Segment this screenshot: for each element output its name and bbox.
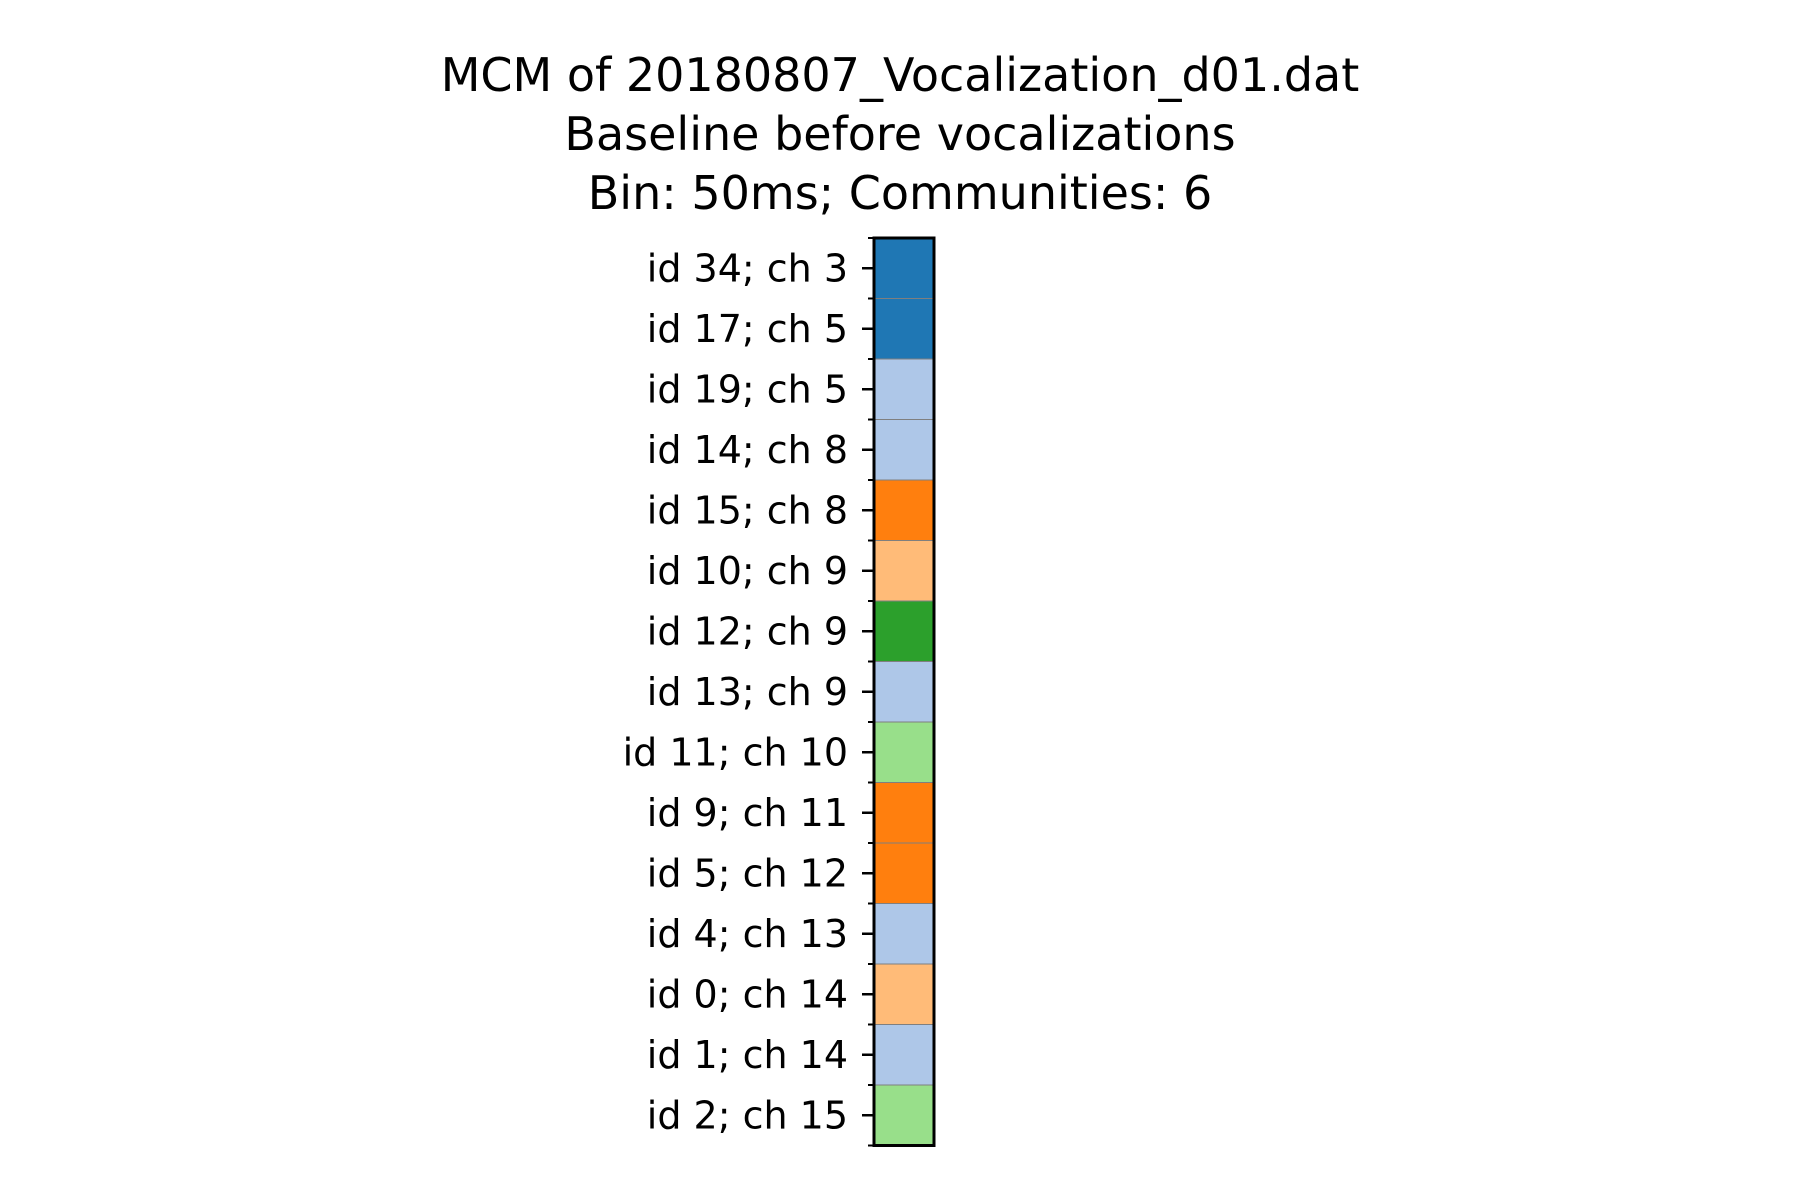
plot-frame [872, 236, 936, 1147]
title-line-3: Bin: 50ms; Communities: 6 [587, 166, 1213, 220]
y-tick-label: id 19; ch 5 [647, 367, 848, 411]
y-tick-label: id 17; ch 5 [647, 307, 848, 351]
heatmap-cell [873, 963, 935, 1025]
title-line-2: Baseline before vocalizations [564, 107, 1236, 161]
y-tick-label: id 14; ch 8 [647, 428, 848, 472]
heatmap-cell [873, 661, 935, 723]
y-tick-label: id 12; ch 9 [647, 609, 848, 653]
y-tick-label: id 13; ch 9 [647, 670, 848, 714]
y-axis-ticks [862, 237, 874, 1147]
heatmap-cell [873, 479, 935, 541]
heatmap-cell [873, 903, 935, 965]
heatmap-cell [873, 721, 935, 783]
y-tick-label: id 0; ch 14 [647, 972, 848, 1016]
chart-title: MCM of 20180807_Vocalization_d01.dat Bas… [0, 46, 1800, 223]
y-tick-label: id 4; ch 13 [647, 912, 848, 956]
y-axis-tick-labels: id 34; ch 3 id 17; ch 5 id 19; ch 5 id 14; … [623, 246, 848, 1137]
heatmap-cell [873, 1024, 935, 1086]
y-tick-label: id 9; ch 11 [647, 791, 848, 835]
title-line-1: MCM of 20180807_Vocalization_d01.dat [440, 48, 1360, 102]
y-tick-label: id 15; ch 8 [647, 488, 848, 532]
heatmap-cell [873, 1084, 935, 1146]
heatmap-cell [873, 237, 935, 299]
y-tick-label: id 5; ch 12 [647, 851, 848, 895]
heatmap-cell [873, 358, 935, 420]
y-tick-label: id 11; ch 10 [623, 730, 848, 774]
heatmap-cells [873, 237, 935, 1146]
y-tick-label: id 2; ch 15 [647, 1093, 848, 1137]
y-tick-label: id 34; ch 3 [647, 246, 848, 290]
y-tick-label: id 10; ch 9 [647, 549, 848, 593]
heatmap-cell [873, 782, 935, 844]
heatmap-cell [873, 298, 935, 360]
y-tick-label: id 1; ch 14 [647, 1033, 848, 1077]
heatmap-cell [873, 600, 935, 662]
heatmap-cell [873, 842, 935, 904]
heatmap-cell [873, 540, 935, 602]
heatmap-cell [873, 419, 935, 481]
